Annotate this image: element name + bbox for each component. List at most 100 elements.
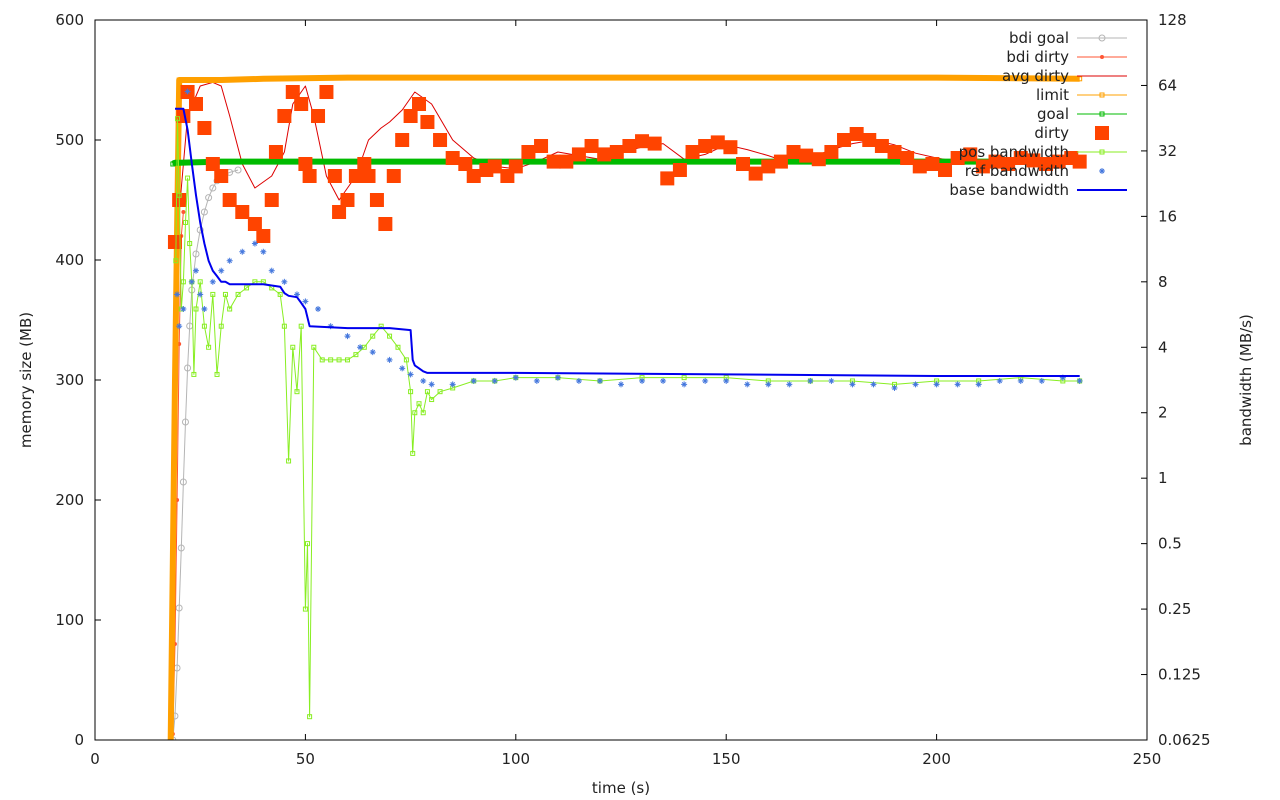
series-layer (167, 74, 1087, 740)
dirty-point (647, 136, 662, 151)
legend-bdi-goal-point (1098, 34, 1106, 42)
dirty-point (571, 147, 586, 162)
bdi-goal-point (175, 604, 183, 612)
series-pos-bandwidth (173, 116, 1083, 720)
dirty-point (748, 166, 763, 181)
pos-bandwidth-point (319, 357, 325, 363)
dirty-point (597, 147, 612, 162)
bdi-goal-point (181, 418, 189, 426)
dirty-point (849, 127, 864, 141)
left-tick-label: 0 (74, 731, 84, 749)
pos-bandwidth-point (206, 344, 212, 350)
pos-bandwidth-point (191, 371, 197, 377)
right-axis-ticks: 0.0625 0.125 0.25 0.5 1 2 4 8 16 32 64 128 (1141, 11, 1211, 749)
limit-point (513, 75, 519, 81)
limit-point (176, 77, 182, 83)
ref-bandwidth-point (596, 377, 603, 384)
pos-bandwidth-point (185, 175, 191, 181)
pos-bandwidth-point (222, 291, 228, 297)
pos-bandwidth-point (197, 279, 203, 285)
right-tick-label: 0.5 (1158, 535, 1182, 553)
bdi-dirty-point (181, 210, 186, 214)
bdi-goal-point (179, 478, 187, 486)
dirty-point (1072, 154, 1087, 169)
dirty-point (412, 97, 427, 111)
dirty-point (214, 169, 229, 183)
right-tick-label: 128 (1158, 11, 1187, 29)
dirty-point (609, 145, 624, 159)
pos-bandwidth-point (412, 410, 418, 416)
legend-entry: limit (1036, 86, 1127, 104)
legend-entry: bdi goal (1009, 29, 1127, 47)
dirty-point (1051, 154, 1066, 169)
bdi-goal-point (234, 166, 242, 174)
pos-bandwidth-point (243, 285, 249, 291)
bdi-goal-point (200, 208, 208, 216)
dirty-point (1026, 153, 1041, 168)
dirty-point (188, 97, 203, 111)
ref-bandwidth-point (912, 381, 919, 388)
ref-bandwidth-point (428, 381, 435, 388)
pos-bandwidth-point (681, 375, 687, 381)
ref-bandwidth-point (192, 267, 199, 274)
ref-bandwidth-point (849, 381, 856, 388)
legend-label: ref bandwidth (965, 162, 1069, 180)
dirty-point (235, 205, 250, 219)
dirty-point (247, 217, 262, 231)
legend-dirty-point (1095, 126, 1109, 140)
dirty-point (862, 133, 877, 147)
bdi-goal-point (205, 194, 213, 202)
ref-bandwidth-point (723, 377, 730, 384)
dirty-point (584, 139, 599, 153)
dirty-point (298, 157, 313, 171)
dirty-point (222, 193, 237, 207)
dirty-point (403, 109, 418, 123)
legend-label: dirty (1034, 124, 1069, 142)
ref-bandwidth-point (996, 377, 1003, 384)
ref-bandwidth-point (786, 381, 793, 388)
ref-bandwidth-point (174, 291, 181, 298)
pos-bandwidth-point (176, 192, 182, 198)
limit-point (260, 76, 266, 82)
dirty-point (302, 169, 317, 183)
ref-bandwidth-point (702, 377, 709, 384)
limit-point (1077, 76, 1083, 82)
legend-label: avg dirty (1002, 67, 1069, 85)
left-tick-label: 600 (55, 11, 84, 29)
dirty-point (672, 163, 687, 177)
pos-bandwidth-point (408, 389, 414, 395)
dirty-point (466, 169, 481, 183)
series-line-goal (171, 158, 1080, 167)
right-tick-label: 0.0625 (1158, 731, 1211, 749)
ref-bandwidth-point (618, 381, 624, 388)
dirty-point (786, 145, 801, 159)
dirty-point (761, 159, 776, 174)
ref-bandwidth-point (933, 381, 940, 388)
pos-bandwidth-point (214, 371, 220, 377)
legend-ref-bandwidth-point (1099, 168, 1105, 174)
pos-bandwidth-point (227, 306, 233, 312)
limit-point (723, 75, 729, 81)
dirty-point (874, 139, 889, 153)
ref-bandwidth-point (407, 371, 414, 378)
pos-bandwidth-point (235, 291, 241, 297)
legend-entry: goal (1037, 105, 1127, 123)
pos-bandwidth-point (281, 323, 287, 329)
x-tick-label: 100 (501, 750, 530, 768)
dirty-point (458, 157, 473, 171)
ref-bandwidth-point (197, 291, 204, 298)
dirty-point (660, 171, 675, 186)
dirty-point (319, 85, 334, 99)
series-line-pos-bandwidth (175, 118, 1080, 718)
pos-bandwidth-point (294, 389, 300, 395)
dirty-point (546, 154, 561, 169)
dirty-point (950, 151, 965, 165)
dirty-point (327, 169, 342, 183)
dirty-point (1039, 157, 1054, 171)
ref-bandwidth-point (226, 257, 233, 264)
dirty-point (420, 115, 435, 129)
pos-bandwidth-point (403, 357, 409, 363)
dirty-point (534, 139, 549, 153)
ref-bandwidth-point (660, 377, 667, 384)
